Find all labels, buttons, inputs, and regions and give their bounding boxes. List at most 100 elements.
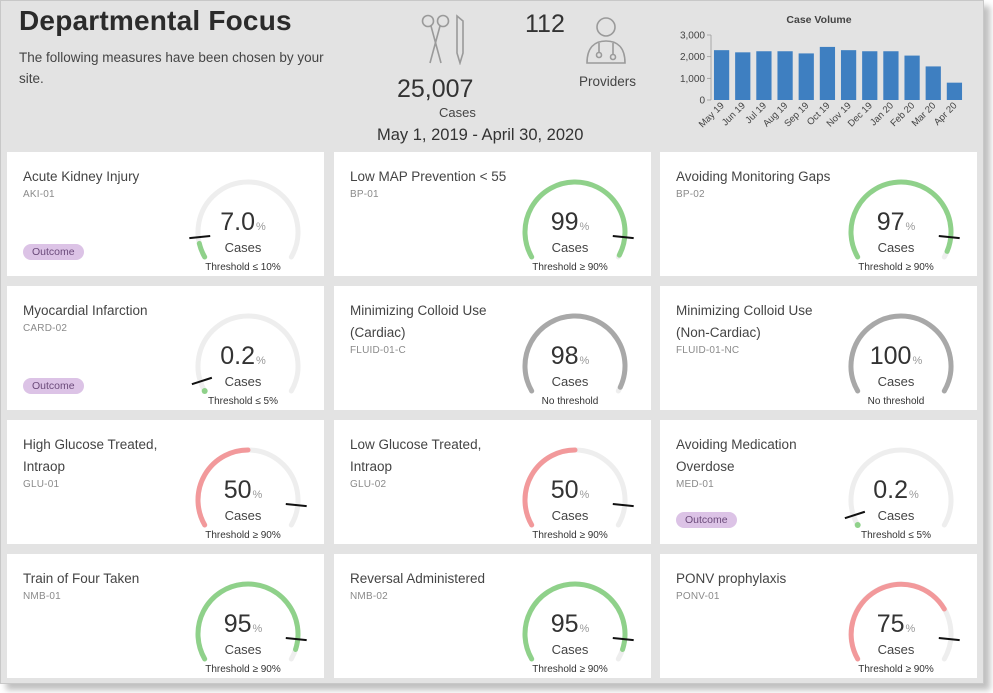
measure-tile[interactable]: Minimizing Colloid Use (Cardiac) FLUID-01… xyxy=(334,286,651,410)
measure-tile[interactable]: Myocardial Infarction CARD-02 Outcome 0.2% C… xyxy=(7,286,324,410)
measure-tile[interactable]: Train of Four Taken NMB-01 95% Cases Thresho… xyxy=(7,554,324,678)
percent-sign: % xyxy=(905,623,916,635)
gauge-fill xyxy=(196,240,208,260)
surgical-instruments-icon xyxy=(421,14,464,65)
gauge-fill xyxy=(522,179,628,260)
measure-code: MED-01 xyxy=(676,479,714,490)
measure-value: 7.0% xyxy=(187,208,299,237)
percent-sign: % xyxy=(579,355,590,367)
threshold-label: Threshold ≥ 90% xyxy=(858,262,934,273)
volume-bar[interactable] xyxy=(777,51,793,100)
measure-cases-label: Cases xyxy=(224,508,262,523)
measure-value-number: 99 xyxy=(550,208,579,236)
measure-code: AKI-01 xyxy=(23,189,55,200)
threshold-marker xyxy=(938,234,960,240)
volume-bar[interactable] xyxy=(735,52,751,100)
measure-name: Low Glucose Treated, Intraop xyxy=(350,437,482,474)
percent-sign: % xyxy=(912,355,923,367)
threshold-label: Threshold ≤ 10% xyxy=(205,262,281,273)
threshold-label: Threshold ≥ 90% xyxy=(205,530,281,541)
measure-code: FLUID-01-C xyxy=(350,345,406,356)
measure-tile[interactable]: Low Glucose Treated, Intraop GLU-02 50% Cas… xyxy=(334,420,651,544)
volume-bar[interactable] xyxy=(713,50,730,100)
volume-bar[interactable] xyxy=(819,46,836,100)
threshold-label: Threshold ≤ 5% xyxy=(861,530,931,541)
volume-bar[interactable] xyxy=(756,51,772,100)
gauge-fill xyxy=(848,313,954,394)
volume-bar[interactable] xyxy=(904,55,920,100)
volume-bar[interactable] xyxy=(946,82,963,100)
measure-tile[interactable]: Minimizing Colloid Use (Non-Cardiac) FLUI… xyxy=(660,286,977,410)
measure-code: BP-01 xyxy=(350,189,379,200)
volume-bar[interactable] xyxy=(925,66,941,100)
measure-value-number: 95 xyxy=(550,610,579,638)
dashboard-header: Departmental Focus The following measure… xyxy=(1,1,983,151)
gauge-fill xyxy=(195,581,301,662)
measure-value-number: 50 xyxy=(223,476,252,504)
x-tick-label: Jun 19 xyxy=(720,100,748,128)
measure-value-number: 95 xyxy=(223,610,252,638)
measure-value-number: 0.2 xyxy=(220,342,255,370)
percent-sign: % xyxy=(579,489,590,501)
measure-name: Minimizing Colloid Use (Cardiac) xyxy=(350,303,487,340)
volume-bar[interactable] xyxy=(840,50,857,100)
measure-code: BP-02 xyxy=(676,189,705,200)
y-tick-label: 3,000 xyxy=(680,31,705,42)
gauge-fill xyxy=(201,388,208,394)
measure-cases-label: Cases xyxy=(224,374,262,389)
measure-value: 0.2% xyxy=(840,476,952,505)
measure-cases-label: Cases xyxy=(877,240,915,255)
outcome-badge: Outcome xyxy=(676,512,737,528)
volume-bar[interactable] xyxy=(862,51,878,100)
measure-value: 50% xyxy=(187,476,299,505)
measure-value: 99% xyxy=(514,208,626,237)
measure-cases-label: Cases xyxy=(551,642,589,657)
measure-value: 75% xyxy=(840,610,952,639)
gauge xyxy=(844,447,954,528)
measure-tile[interactable]: Avoiding Monitoring Gaps BP-02 97% Cases Thr… xyxy=(660,152,977,276)
measure-cases-label: Cases xyxy=(551,240,589,255)
threshold-marker xyxy=(938,636,960,642)
gauge xyxy=(195,581,307,662)
measure-value-number: 50 xyxy=(550,476,579,504)
measure-value: 50% xyxy=(514,476,626,505)
threshold-label: Threshold ≤ 5% xyxy=(208,396,278,407)
measure-cases-label: Cases xyxy=(224,240,262,255)
measure-name: Minimizing Colloid Use (Non-Cardiac) xyxy=(676,303,813,340)
measure-tile[interactable]: Avoiding Medication Overdose MED-01 Outcom… xyxy=(660,420,977,544)
chart-title: Case Volume xyxy=(786,14,851,26)
gauge xyxy=(191,313,301,394)
threshold-label: Threshold ≥ 90% xyxy=(532,262,608,273)
measure-value-number: 0.2 xyxy=(873,476,908,504)
volume-bar[interactable] xyxy=(798,53,814,100)
measure-name: High Glucose Treated, Intraop xyxy=(23,437,158,474)
measure-tile[interactable]: PONV prophylaxis PONV-01 75% Cases Threshold… xyxy=(660,554,977,678)
measure-tile[interactable]: High Glucose Treated, Intraop GLU-01 50% Ca… xyxy=(7,420,324,544)
threshold-marker xyxy=(285,636,307,642)
threshold-marker xyxy=(844,510,866,520)
measure-value-number: 97 xyxy=(876,208,905,236)
percent-sign: % xyxy=(252,623,263,635)
threshold-label: No threshold xyxy=(541,396,599,407)
date-range[interactable]: May 1, 2019 - April 30, 2020 xyxy=(377,126,584,144)
gauge xyxy=(522,313,628,394)
measure-value: 100% xyxy=(840,342,952,371)
measure-code: CARD-02 xyxy=(23,323,68,334)
gauge-track xyxy=(195,313,301,394)
percent-sign: % xyxy=(579,221,590,233)
threshold-label: Threshold ≥ 90% xyxy=(205,664,281,675)
measure-code: GLU-02 xyxy=(350,479,387,490)
measure-tile[interactable]: Acute Kidney Injury AKI-01 Outcome 7.0% Case… xyxy=(7,152,324,276)
percent-sign: % xyxy=(905,221,916,233)
measure-tile[interactable]: Low MAP Prevention < 55 BP-01 99% Cases Thre… xyxy=(334,152,651,276)
doctor-icon xyxy=(586,17,626,64)
percent-sign: % xyxy=(255,355,266,367)
gauge xyxy=(848,179,960,260)
volume-bar[interactable] xyxy=(883,51,899,100)
gauge-fill xyxy=(522,447,578,528)
measure-tile[interactable]: Reversal Administered NMB-02 95% Cases Thres… xyxy=(334,554,651,678)
total-cases-label: Cases xyxy=(439,105,476,120)
percent-sign: % xyxy=(255,221,266,233)
measure-code: FLUID-01-NC xyxy=(676,345,740,356)
measure-value-number: 100 xyxy=(869,342,912,370)
